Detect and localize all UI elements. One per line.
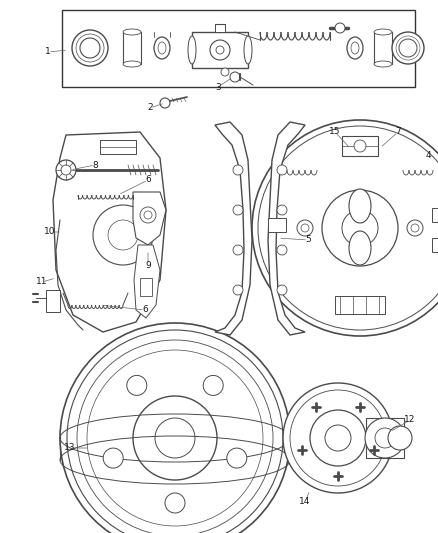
Circle shape — [77, 340, 273, 533]
Bar — [192, 32, 248, 68]
Circle shape — [93, 205, 153, 265]
Polygon shape — [53, 132, 166, 332]
Bar — [335, 296, 385, 314]
Text: 2: 2 — [147, 103, 153, 112]
Text: 11: 11 — [36, 278, 48, 287]
Circle shape — [342, 210, 378, 246]
Text: 6: 6 — [145, 175, 151, 184]
Circle shape — [388, 426, 412, 450]
Circle shape — [252, 120, 438, 336]
Bar — [123, 32, 141, 64]
Circle shape — [407, 220, 423, 236]
Bar — [432, 208, 438, 222]
Text: 1: 1 — [45, 47, 51, 56]
Circle shape — [290, 390, 386, 486]
Text: 8: 8 — [92, 160, 98, 169]
Polygon shape — [133, 192, 166, 245]
Circle shape — [297, 220, 313, 236]
Circle shape — [233, 165, 243, 175]
Circle shape — [127, 375, 147, 395]
Circle shape — [227, 448, 247, 468]
Text: 5: 5 — [305, 236, 311, 245]
Bar — [268, 218, 286, 232]
Circle shape — [144, 211, 152, 219]
Circle shape — [283, 383, 393, 493]
Ellipse shape — [374, 29, 392, 35]
Circle shape — [67, 330, 283, 533]
Circle shape — [375, 428, 395, 448]
Circle shape — [203, 375, 223, 395]
Text: 10: 10 — [44, 228, 56, 237]
Ellipse shape — [351, 42, 359, 54]
Bar — [342, 136, 378, 156]
Circle shape — [399, 39, 417, 57]
Circle shape — [230, 72, 240, 82]
Circle shape — [87, 350, 263, 526]
Circle shape — [72, 30, 108, 66]
Circle shape — [160, 98, 170, 108]
Circle shape — [60, 323, 290, 533]
Circle shape — [322, 190, 398, 266]
Text: 9: 9 — [145, 261, 151, 270]
Bar — [62, 10, 415, 87]
Bar — [374, 32, 392, 64]
Text: 13: 13 — [64, 443, 76, 453]
Circle shape — [140, 207, 156, 223]
Ellipse shape — [349, 231, 371, 265]
Circle shape — [216, 46, 224, 54]
Circle shape — [365, 418, 405, 458]
Circle shape — [277, 245, 287, 255]
Circle shape — [277, 165, 287, 175]
Circle shape — [155, 418, 195, 458]
Polygon shape — [215, 122, 252, 335]
Circle shape — [310, 410, 366, 466]
Circle shape — [221, 68, 229, 76]
Circle shape — [61, 165, 71, 175]
Ellipse shape — [154, 37, 170, 59]
Circle shape — [233, 245, 243, 255]
Text: 6: 6 — [142, 305, 148, 314]
Text: 12: 12 — [404, 416, 416, 424]
Circle shape — [233, 285, 243, 295]
Circle shape — [103, 448, 123, 468]
Circle shape — [108, 220, 138, 250]
Text: 15: 15 — [329, 127, 341, 136]
Ellipse shape — [374, 61, 392, 67]
Circle shape — [335, 23, 345, 33]
Circle shape — [325, 425, 351, 451]
Polygon shape — [268, 122, 305, 335]
Circle shape — [133, 396, 217, 480]
Circle shape — [277, 205, 287, 215]
Bar — [215, 24, 225, 32]
Circle shape — [80, 38, 100, 58]
Circle shape — [210, 40, 230, 60]
Circle shape — [233, 205, 243, 215]
Ellipse shape — [188, 36, 196, 64]
Bar — [366, 418, 404, 458]
Circle shape — [301, 224, 309, 232]
Bar — [46, 290, 60, 312]
Polygon shape — [134, 245, 160, 318]
Circle shape — [56, 160, 76, 180]
Bar — [100, 140, 136, 154]
Circle shape — [165, 493, 185, 513]
Ellipse shape — [244, 36, 252, 64]
Bar — [432, 238, 438, 252]
Circle shape — [277, 285, 287, 295]
Ellipse shape — [123, 61, 141, 67]
Ellipse shape — [347, 37, 363, 59]
Text: 7: 7 — [395, 127, 401, 136]
Circle shape — [392, 32, 424, 64]
Ellipse shape — [158, 42, 166, 54]
Text: 4: 4 — [425, 150, 431, 159]
Circle shape — [411, 224, 419, 232]
Bar — [140, 278, 152, 296]
Text: 14: 14 — [299, 497, 311, 506]
Circle shape — [354, 140, 366, 152]
Ellipse shape — [349, 189, 371, 223]
Text: 3: 3 — [215, 83, 221, 92]
Ellipse shape — [123, 29, 141, 35]
